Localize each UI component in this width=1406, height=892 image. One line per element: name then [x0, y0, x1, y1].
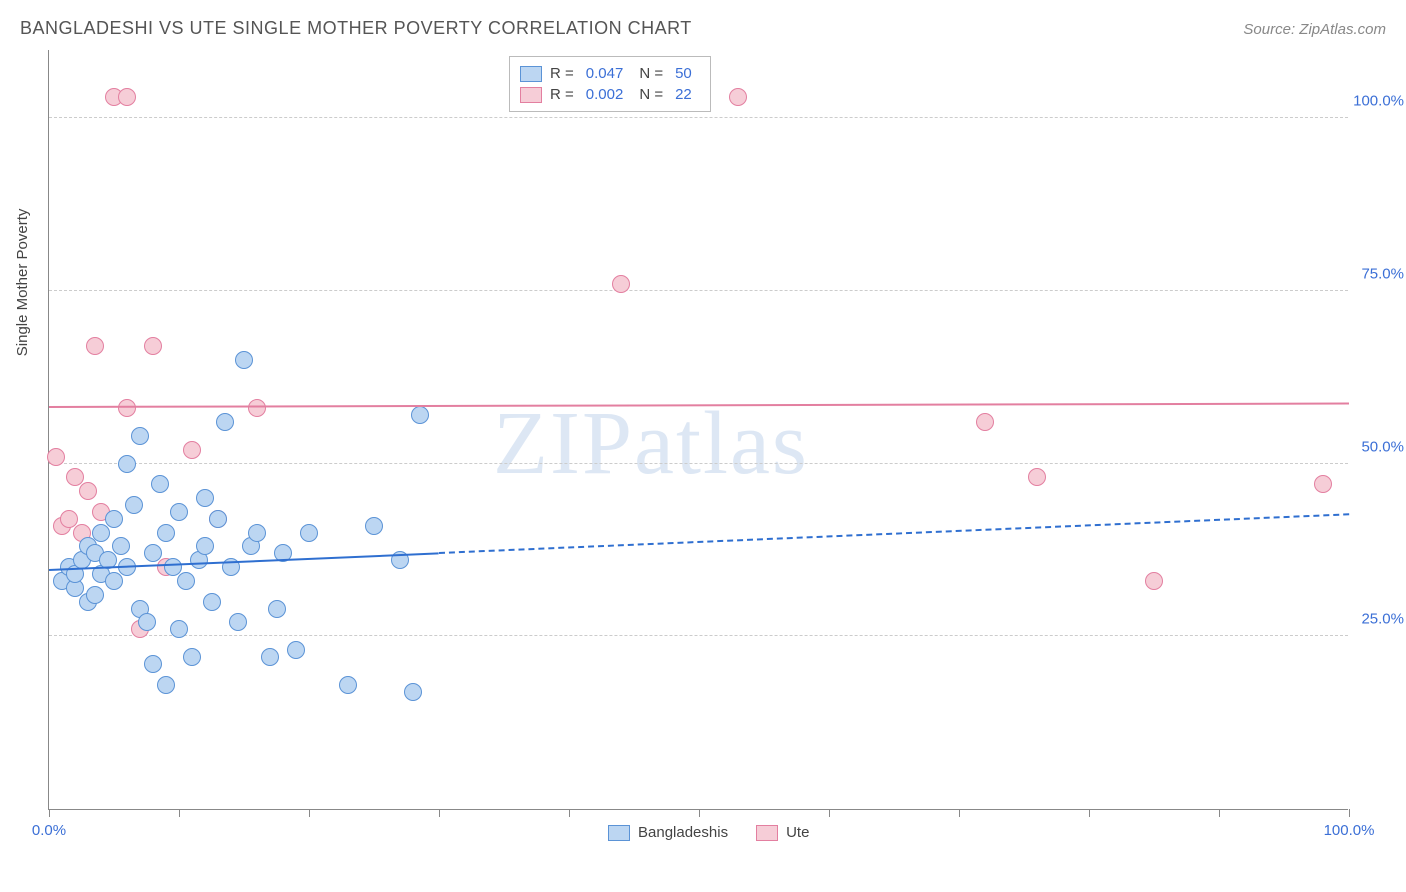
data-point: [365, 517, 383, 535]
gridline: [49, 463, 1348, 464]
data-point: [92, 524, 110, 542]
data-point: [157, 524, 175, 542]
legend-swatch: [608, 825, 630, 841]
legend-r-label: R =: [550, 86, 574, 103]
data-point: [105, 572, 123, 590]
data-point: [138, 613, 156, 631]
data-point: [612, 275, 630, 293]
data-point: [86, 337, 104, 355]
data-point: [729, 88, 747, 106]
data-point: [151, 475, 169, 493]
legend-r-value: 0.002: [586, 86, 624, 103]
x-tick: [439, 809, 440, 817]
x-tick: [699, 809, 700, 817]
legend-r-label: R =: [550, 65, 574, 82]
x-tick: [569, 809, 570, 817]
data-point: [209, 510, 227, 528]
data-point: [86, 586, 104, 604]
legend-n-label: N =: [639, 86, 663, 103]
series-name: Bangladeshis: [638, 824, 728, 841]
source-prefix: Source:: [1243, 21, 1299, 38]
source-name: ZipAtlas.com: [1299, 21, 1386, 38]
data-point: [196, 489, 214, 507]
data-point: [177, 572, 195, 590]
x-tick-label: 0.0%: [32, 822, 66, 839]
data-point: [339, 676, 357, 694]
x-tick: [959, 809, 960, 817]
data-point: [235, 351, 253, 369]
gridline: [49, 290, 1348, 291]
data-point: [268, 600, 286, 618]
legend-n-label: N =: [639, 65, 663, 82]
y-axis-label: Single Mother Poverty: [14, 209, 31, 357]
y-tick-label: 50.0%: [1361, 438, 1404, 455]
data-point: [144, 544, 162, 562]
trend-line: [439, 513, 1349, 554]
data-point: [105, 510, 123, 528]
data-point: [79, 482, 97, 500]
data-point: [196, 537, 214, 555]
data-point: [300, 524, 318, 542]
data-point: [248, 399, 266, 417]
x-tick: [179, 809, 180, 817]
y-tick-label: 25.0%: [1361, 611, 1404, 628]
data-point: [118, 399, 136, 417]
x-tick: [1349, 809, 1350, 817]
data-point: [112, 537, 130, 555]
gridline: [49, 117, 1348, 118]
y-tick-label: 75.0%: [1361, 265, 1404, 282]
data-point: [157, 676, 175, 694]
data-point: [1028, 468, 1046, 486]
chart-title: BANGLADESHI VS UTE SINGLE MOTHER POVERTY…: [20, 18, 692, 39]
legend-row: R = 0.047 N = 50: [520, 63, 700, 84]
data-point: [287, 641, 305, 659]
y-tick-label: 100.0%: [1353, 93, 1404, 110]
data-point: [144, 655, 162, 673]
series-legend-item: Ute: [756, 824, 809, 841]
scatter-plot-area: ZIPatlas R =0.047N =50R =0.002N =22 25.0…: [48, 50, 1348, 810]
data-point: [1314, 475, 1332, 493]
data-point: [216, 413, 234, 431]
legend-n-value: 22: [675, 86, 692, 103]
trend-line: [49, 403, 1349, 408]
data-point: [248, 524, 266, 542]
x-tick: [829, 809, 830, 817]
legend-swatch: [756, 825, 778, 841]
x-tick: [1219, 809, 1220, 817]
data-point: [47, 448, 65, 466]
gridline: [49, 635, 1348, 636]
x-tick: [49, 809, 50, 817]
data-point: [183, 648, 201, 666]
data-point: [118, 455, 136, 473]
data-point: [261, 648, 279, 666]
data-point: [411, 406, 429, 424]
data-point: [1145, 572, 1163, 590]
data-point: [183, 441, 201, 459]
data-point: [203, 593, 221, 611]
data-point: [229, 613, 247, 631]
data-point: [131, 427, 149, 445]
x-tick: [1089, 809, 1090, 817]
correlation-legend: R = 0.047 N = 50 R = 0.002 N = 22: [509, 56, 711, 112]
legend-r-value: 0.047: [586, 65, 624, 82]
data-point: [170, 620, 188, 638]
legend-row: R = 0.002 N = 22: [520, 84, 700, 105]
chart-source: Source: ZipAtlas.com: [1243, 21, 1386, 38]
legend-swatch: [520, 87, 542, 103]
series-legend-item: Bangladeshis: [608, 824, 728, 841]
series-name: Ute: [786, 824, 809, 841]
legend-swatch: [520, 66, 542, 82]
x-tick: [309, 809, 310, 817]
data-point: [125, 496, 143, 514]
chart-header: BANGLADESHI VS UTE SINGLE MOTHER POVERTY…: [20, 18, 1386, 39]
data-point: [170, 503, 188, 521]
x-tick-label: 100.0%: [1324, 822, 1375, 839]
data-point: [118, 88, 136, 106]
data-point: [976, 413, 994, 431]
data-point: [404, 683, 422, 701]
watermark-text: ZIPatlas: [493, 392, 809, 495]
legend-n-value: 50: [675, 65, 692, 82]
series-legend: Bangladeshis Ute: [608, 824, 809, 841]
data-point: [144, 337, 162, 355]
